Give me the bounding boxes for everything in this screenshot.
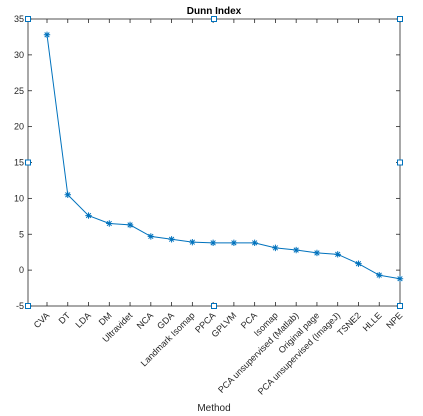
data-tips-layer: [25, 16, 403, 309]
data-point-marker: [106, 220, 113, 227]
data-tip-handle: [211, 16, 217, 22]
data-point-marker: [396, 275, 404, 282]
data-point-marker: [209, 239, 217, 247]
data-point-marker: [189, 238, 196, 246]
y-tick-label: 35: [14, 14, 24, 24]
y-tick-label: -5: [16, 301, 24, 311]
series-layer: [43, 31, 404, 282]
data-point-marker: [313, 249, 321, 257]
data-point-marker: [64, 191, 71, 198]
data-point-marker: [126, 221, 134, 229]
data-point-marker: [251, 239, 258, 247]
data-point-marker: [147, 233, 155, 240]
data-tip-handle: [397, 16, 403, 22]
data-tip-handle: [25, 303, 31, 309]
y-tick-label: 25: [14, 86, 24, 96]
data-point-marker: [272, 244, 279, 252]
data-tip-handle: [25, 159, 31, 166]
data-point-marker: [43, 31, 51, 38]
series-line: [46, 34, 401, 280]
x-axis-label: Method: [197, 403, 230, 414]
data-point-marker: [85, 212, 92, 219]
y-tick-label: 10: [14, 193, 24, 203]
data-point-marker: [376, 271, 383, 279]
y-tick-label: 0: [19, 265, 24, 275]
y-tick-label: 20: [14, 122, 24, 132]
plot-area: [27, 18, 401, 307]
y-tick-label: 5: [19, 229, 24, 239]
data-point-marker: [168, 236, 175, 243]
data-point-marker: [334, 251, 341, 258]
data-tip-handle: [211, 303, 217, 309]
data-point-marker: [230, 239, 238, 247]
data-tip-handle: [397, 159, 403, 166]
data-point-marker: [292, 246, 300, 254]
data-tip-handle: [25, 16, 31, 22]
data-tip-handle: [397, 303, 403, 309]
y-tick-label: 30: [14, 50, 24, 60]
chart-title: Dunn Index: [187, 6, 242, 17]
y-tick-label: 15: [14, 158, 24, 168]
data-point-marker: [355, 260, 362, 267]
